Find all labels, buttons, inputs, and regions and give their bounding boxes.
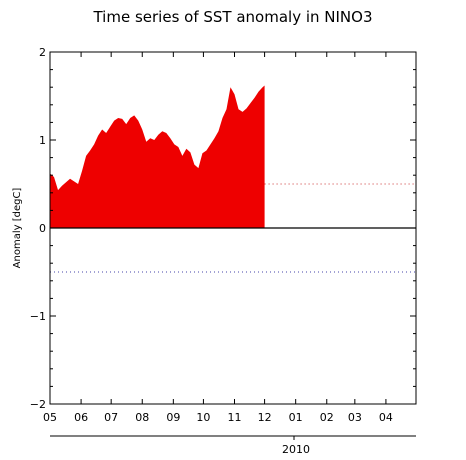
y-axis-label: Anomaly [degC] [12, 188, 23, 269]
y-tick-label: 1 [39, 134, 46, 147]
year-label: 2010 [282, 443, 310, 456]
y-tick-label: 0 [39, 222, 46, 235]
x-tick-label: 09 [166, 411, 180, 424]
x-tick-labels: 05 06 07 08 09 10 11 12 01 02 03 04 [43, 411, 393, 424]
x-tick-label: 03 [348, 411, 362, 424]
x-tick-label: 06 [74, 411, 88, 424]
x-tick-label: 08 [135, 411, 149, 424]
y-tick-label: −1 [30, 310, 46, 323]
x-tick-label: 11 [228, 411, 242, 424]
x-tick-label: 02 [320, 411, 334, 424]
anomaly-area-layer [50, 85, 265, 228]
y-tick-label: −2 [30, 398, 46, 411]
reference-lines-layer [50, 183, 416, 273]
chart-title: Time series of SST anomaly in NINO3 [92, 8, 372, 26]
x-tick-label: 01 [289, 411, 303, 424]
x-tick-label: 07 [104, 411, 118, 424]
x-tick-label: 05 [43, 411, 57, 424]
ticks-layer [49, 51, 416, 405]
x-tick-label: 12 [258, 411, 272, 424]
x-tick-label: 04 [379, 411, 393, 424]
anomaly-area [50, 85, 265, 228]
x-tick-label: 10 [196, 411, 210, 424]
y-tick-labels: −2 −1 0 1 2 [30, 46, 46, 411]
y-tick-label: 2 [39, 46, 46, 59]
